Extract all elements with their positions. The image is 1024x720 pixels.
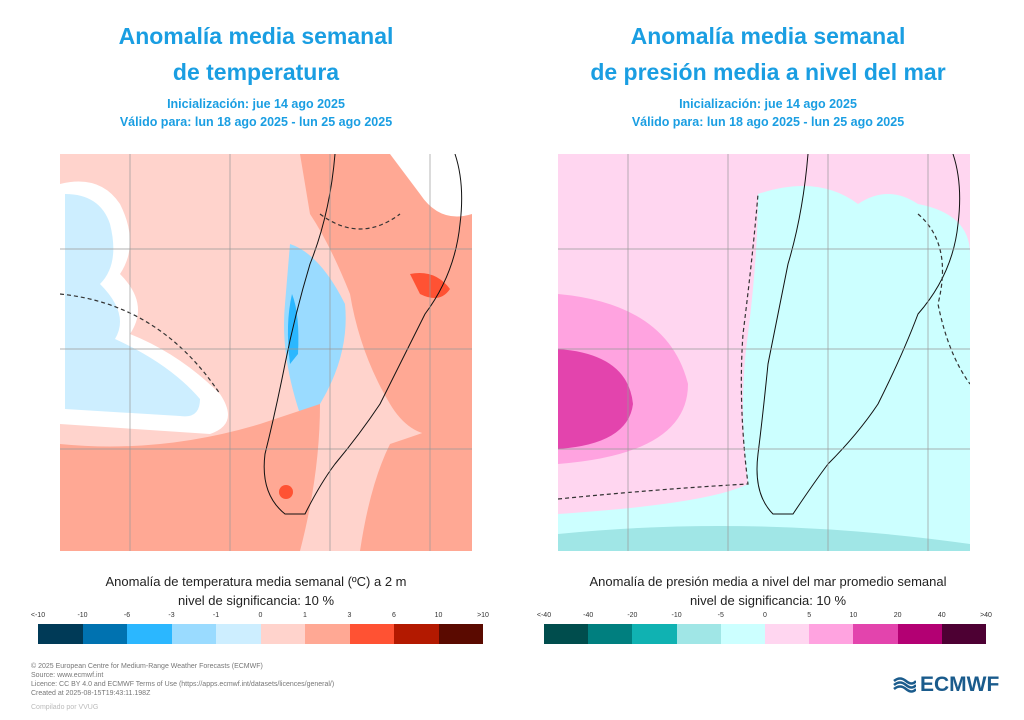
colorbar-tick-label: <-40	[536, 612, 552, 619]
footer-credits: © 2025 European Centre for Medium-Range …	[31, 662, 334, 698]
colorbar-swatch	[765, 624, 810, 644]
colorbar-tick-label: 3	[347, 612, 352, 619]
colorbar-swatch	[809, 624, 854, 644]
colorbar-tick-label: 5	[807, 612, 812, 619]
colorbar-swatch	[305, 624, 350, 644]
colorbar-tick-label: 6	[392, 612, 396, 619]
colorbar-tick-label: 20	[893, 612, 902, 619]
ecmwf-logo-icon	[893, 677, 916, 693]
colorbar-tick-label: >40	[980, 612, 992, 619]
temperature-anomaly-map	[60, 154, 472, 551]
colorbar-swatch	[171, 624, 216, 644]
colorbar-swatch	[82, 624, 127, 644]
licence: Licence: CC BY 4.0 and ECMWF Terms of Us…	[31, 681, 335, 688]
colorbar-swatch	[941, 624, 987, 644]
colorbar-tick-label: -10	[671, 612, 682, 619]
colorbar-swatch	[127, 624, 172, 644]
temperature-colorbar-ticks: <-10 -10 -6 -3 -1 0 1 3 6 10 >10	[31, 612, 489, 622]
temperature-caption: Anomalía de temperatura media semanal (º…	[105, 574, 407, 608]
pressure-colorbar	[544, 624, 987, 644]
colorbar-tick-label: -20	[627, 612, 638, 619]
colorbar-tick-label: 10	[434, 612, 443, 619]
pressure-dates: Inicialización: jue 14 ago 2025 Válido pa…	[631, 97, 905, 129]
colorbar-swatch	[544, 624, 589, 644]
colorbar-swatch	[632, 624, 677, 644]
pressure-title: Anomalía media semanal de presión media a…	[590, 23, 946, 85]
colorbar-swatch	[394, 624, 439, 644]
compiled-by: Compilado por VVUG	[31, 704, 99, 711]
colorbar-tick-label: 0	[763, 612, 767, 619]
pressure-caption: Anomalía de presión media a nivel del ma…	[589, 574, 947, 608]
pressure-anomaly-map	[558, 154, 970, 551]
colorbar-tick-label: 10	[849, 612, 858, 619]
temperature-colorbar	[38, 624, 483, 644]
colorbar-tick-label: -10	[77, 612, 88, 619]
copyright: © 2025 European Centre for Medium-Range …	[31, 663, 263, 670]
colorbar-swatch	[853, 624, 898, 644]
colorbar-swatch	[897, 624, 942, 644]
colorbar-swatch	[349, 624, 394, 644]
colorbar-tick-label: 1	[303, 612, 307, 619]
ecmwf-logo-text: ECMWF	[920, 673, 1000, 696]
colorbar-swatch	[676, 624, 721, 644]
colorbar-tick-label: -5	[717, 612, 724, 619]
temperature-title: Anomalía media semanal de temperatura	[118, 23, 394, 85]
source: Source: www.ecmwf.int	[31, 672, 104, 679]
colorbar-swatch	[216, 624, 261, 644]
temperature-dates: Inicialización: jue 14 ago 2025 Válido pa…	[119, 97, 393, 129]
colorbar-tick-label: -6	[123, 612, 131, 619]
colorbar-swatch	[260, 624, 305, 644]
temperature-panel: Anomalía media semanal de temperatura Ini…	[0, 0, 512, 650]
colorbar-tick-label: 0	[258, 612, 263, 619]
colorbar-tick-label: >10	[477, 612, 489, 619]
pressure-colorbar-ticks: <-40 -40 -20 -10 -5 0 5 10 20 40 >40	[537, 612, 992, 622]
ecmwf-logo: ECMWF	[892, 673, 999, 697]
colorbar-tick-label: <-10	[30, 612, 46, 619]
colorbar-tick-label: -1	[212, 612, 220, 619]
pressure-panel: Anomalía media semanal de presión media a…	[512, 0, 1024, 650]
created-at: Created at 2025-08-15T19:43:11.198Z	[31, 690, 151, 697]
colorbar-swatch	[720, 624, 766, 644]
colorbar-tick-label: 40	[937, 612, 946, 619]
colorbar-tick-label: -40	[583, 612, 594, 619]
colorbar-swatch	[588, 624, 633, 644]
colorbar-swatch	[38, 624, 83, 644]
colorbar-tick-label: -3	[168, 612, 175, 619]
colorbar-swatch	[438, 624, 483, 644]
